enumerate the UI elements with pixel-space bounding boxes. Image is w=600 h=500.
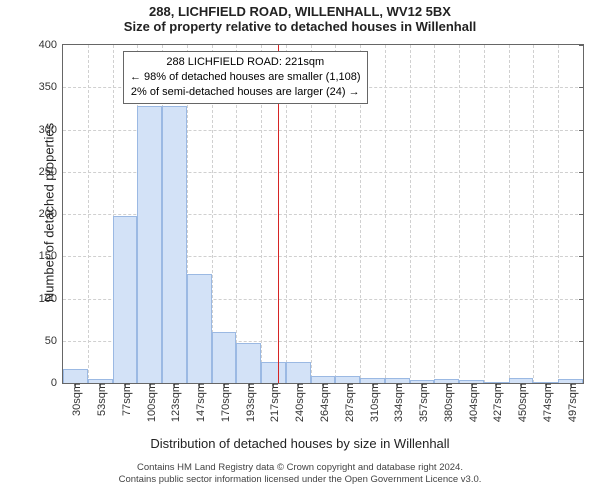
histogram-bar bbox=[335, 376, 360, 383]
footer-line-1: Contains HM Land Registry data © Crown c… bbox=[0, 462, 600, 474]
footer: Contains HM Land Registry data © Crown c… bbox=[0, 462, 600, 487]
xtick-label: 170sqm bbox=[216, 383, 232, 422]
histogram-bar bbox=[212, 332, 237, 383]
histogram-bar bbox=[162, 106, 187, 383]
xtick-label: 30sqm bbox=[67, 383, 83, 416]
x-axis-label: Distribution of detached houses by size … bbox=[0, 436, 600, 451]
grid-line bbox=[88, 45, 89, 383]
ytick-label: 400 bbox=[39, 39, 63, 51]
xtick-label: 147sqm bbox=[191, 383, 207, 422]
ytick-mark bbox=[579, 87, 584, 88]
grid-line bbox=[385, 45, 386, 383]
histogram-bar bbox=[286, 362, 311, 383]
grid-line bbox=[484, 45, 485, 383]
ytick-mark bbox=[579, 299, 584, 300]
xtick-label: 123sqm bbox=[166, 383, 182, 422]
grid-line bbox=[459, 45, 460, 383]
xtick-label: 497sqm bbox=[563, 383, 579, 422]
annotation-line: 2% of semi-detached houses are larger (2… bbox=[130, 85, 361, 100]
xtick-label: 380sqm bbox=[439, 383, 455, 422]
xtick-label: 334sqm bbox=[389, 383, 405, 422]
annotation-line: ← 98% of detached houses are smaller (1,… bbox=[130, 70, 361, 85]
page-title: 288, LICHFIELD ROAD, WILLENHALL, WV12 5B… bbox=[0, 0, 600, 19]
grid-line bbox=[533, 45, 534, 383]
ytick-mark bbox=[579, 383, 584, 384]
xtick-label: 193sqm bbox=[241, 383, 257, 422]
histogram-bar bbox=[236, 343, 261, 383]
histogram-bar bbox=[137, 106, 162, 383]
annotation-line: 288 LICHFIELD ROAD: 221sqm bbox=[130, 55, 361, 70]
ytick-mark bbox=[579, 130, 584, 131]
xtick-label: 217sqm bbox=[265, 383, 281, 422]
xtick-label: 404sqm bbox=[464, 383, 480, 422]
grid-line bbox=[509, 45, 510, 383]
page-subtitle: Size of property relative to detached ho… bbox=[0, 19, 600, 34]
xtick-label: 264sqm bbox=[315, 383, 331, 422]
grid-line bbox=[434, 45, 435, 383]
xtick-label: 427sqm bbox=[488, 383, 504, 422]
histogram-bar bbox=[187, 274, 212, 383]
grid-line bbox=[558, 45, 559, 383]
xtick-label: 310sqm bbox=[365, 383, 381, 422]
xtick-label: 240sqm bbox=[290, 383, 306, 422]
xtick-label: 450sqm bbox=[513, 383, 529, 422]
ytick-mark bbox=[579, 172, 584, 173]
ytick-label: 0 bbox=[51, 377, 63, 389]
ytick-mark bbox=[579, 256, 584, 257]
grid-line bbox=[410, 45, 411, 383]
xtick-label: 77sqm bbox=[117, 383, 133, 416]
footer-line-2: Contains public sector information licen… bbox=[0, 474, 600, 486]
ytick-mark bbox=[579, 341, 584, 342]
xtick-label: 287sqm bbox=[340, 383, 356, 422]
histogram-bar bbox=[261, 362, 286, 383]
annotation-box: 288 LICHFIELD ROAD: 221sqm← 98% of detac… bbox=[123, 51, 368, 104]
histogram-bar bbox=[63, 369, 88, 383]
xtick-label: 474sqm bbox=[538, 383, 554, 422]
ytick-mark bbox=[579, 45, 584, 46]
plot-area: 05010015020025030035040030sqm53sqm77sqm1… bbox=[62, 44, 584, 384]
chart-container: 288, LICHFIELD ROAD, WILLENHALL, WV12 5B… bbox=[0, 0, 600, 500]
y-axis-label: Number of detached properties bbox=[42, 88, 57, 338]
ytick-mark bbox=[579, 214, 584, 215]
histogram-bar bbox=[113, 216, 138, 383]
xtick-label: 100sqm bbox=[142, 383, 158, 422]
xtick-label: 53sqm bbox=[92, 383, 108, 416]
xtick-label: 357sqm bbox=[414, 383, 430, 422]
histogram-bar bbox=[311, 376, 336, 383]
